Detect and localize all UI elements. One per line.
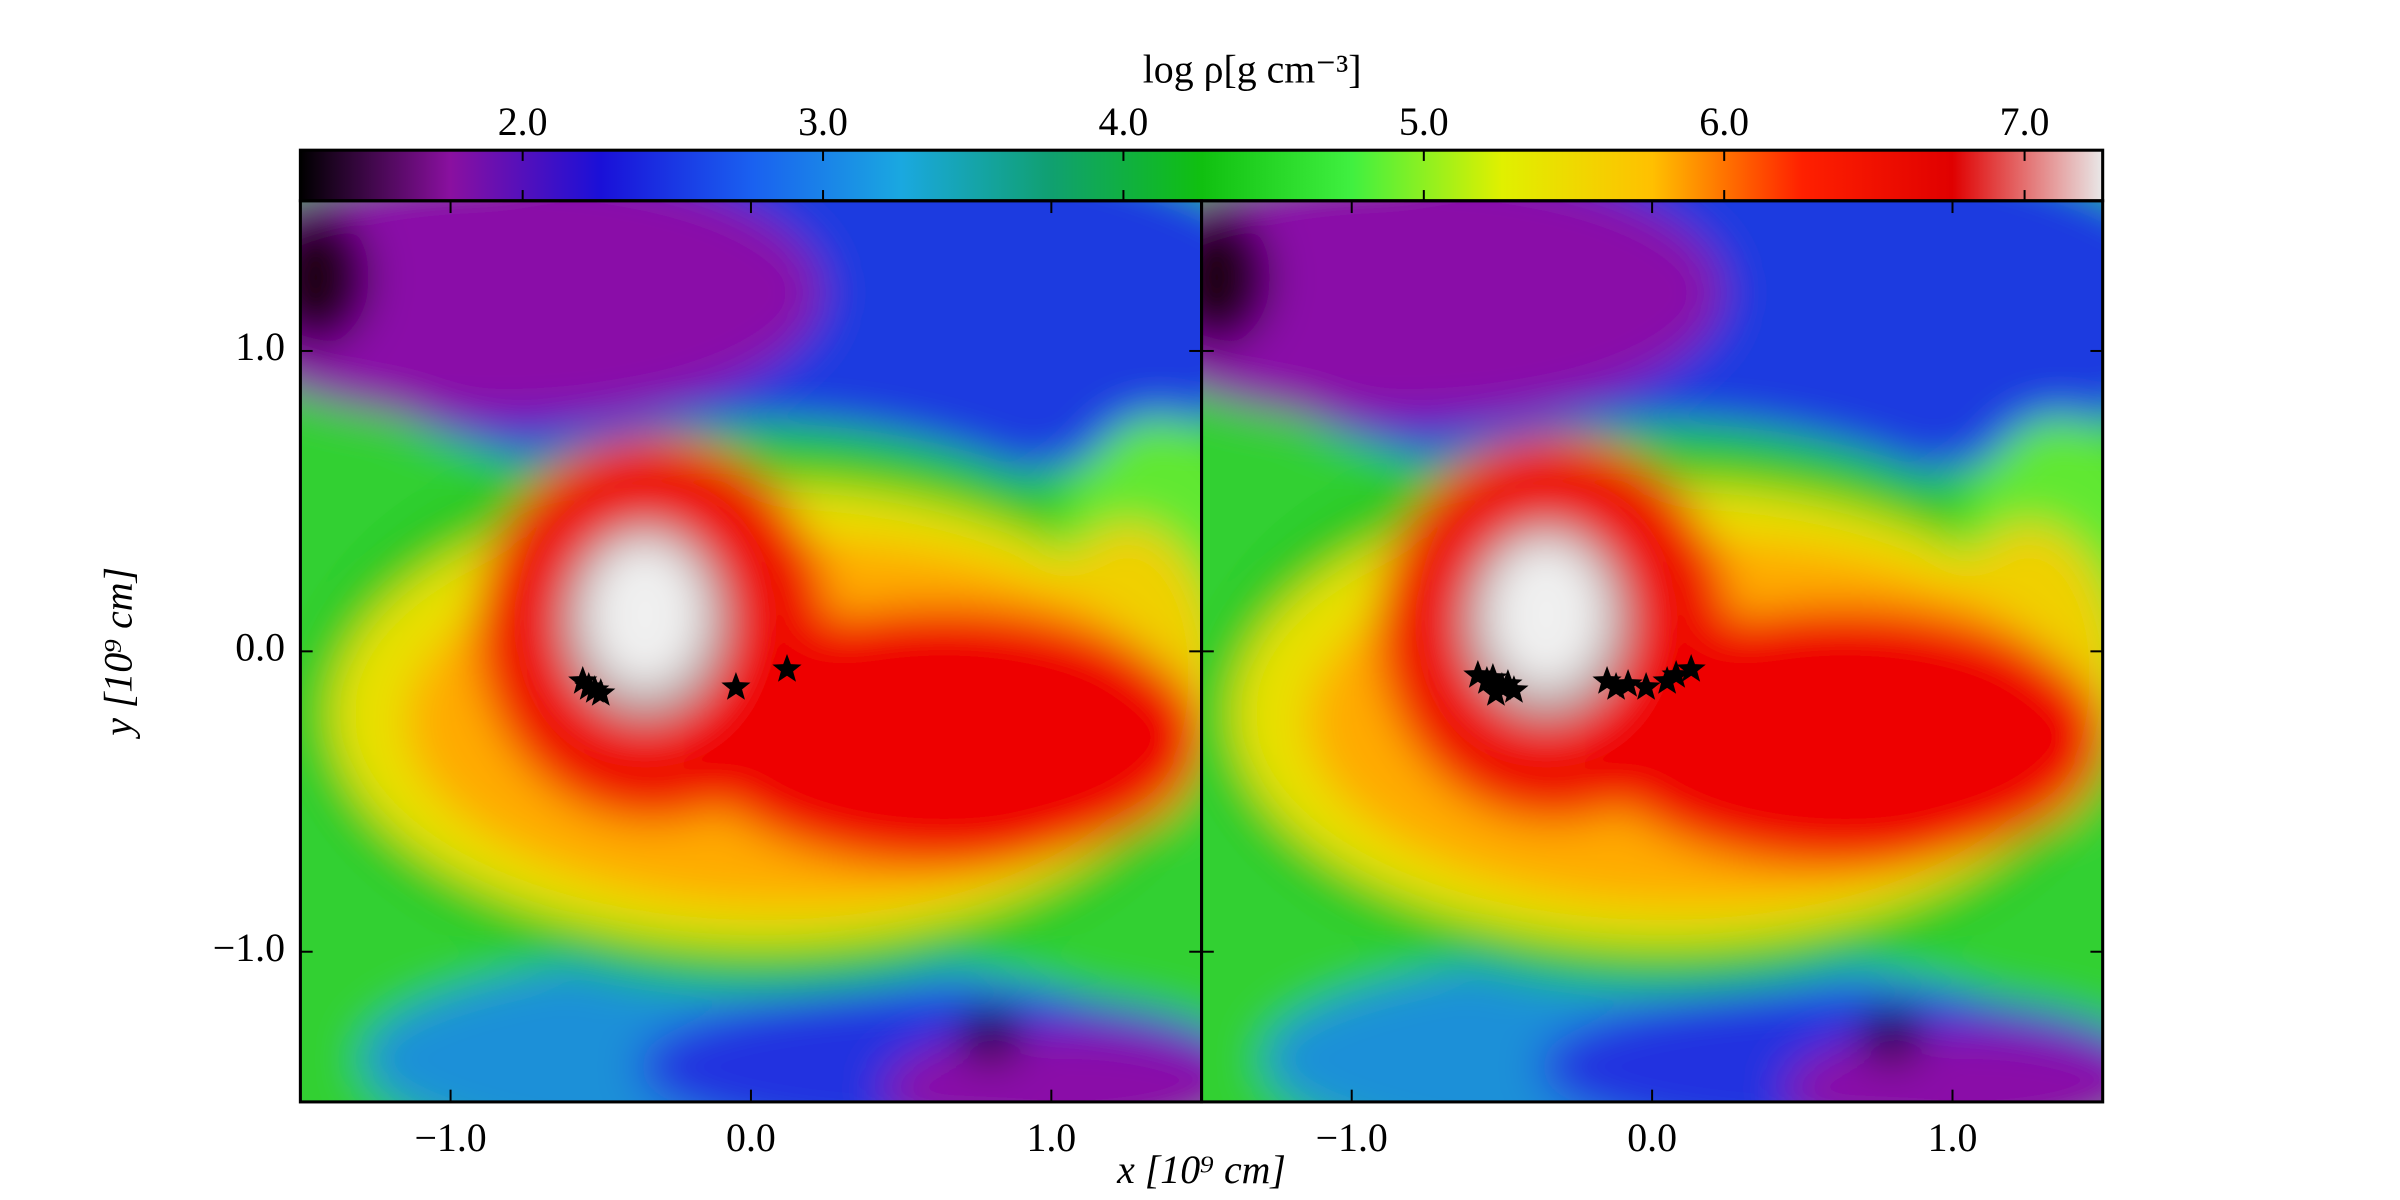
x-tick-label: −1.0 [414,1115,486,1160]
star-marker [1613,669,1643,697]
star-marker [1481,678,1511,706]
star-marker [574,672,604,700]
colorbar-tick-label: 5.0 [1399,99,1449,144]
star-marker [568,666,598,694]
star-marker [1493,669,1523,697]
star-marker [772,654,802,682]
x-tick-label: 0.0 [726,1115,776,1160]
colorbar-tick-label: 3.0 [798,99,848,144]
y-axis-label: y [10⁹ cm] [96,567,141,740]
star-marker [1499,675,1529,703]
colorbar-tick-label: 4.0 [1099,99,1149,144]
y-tick-label: −1.0 [213,925,285,970]
star-marker [1631,672,1661,700]
colorbar [300,150,2103,201]
x-axis-label: x [10⁹ cm] [1116,1147,1286,1192]
x-tick-label: 1.0 [1928,1115,1978,1160]
star-marker [1601,672,1631,700]
colorbar-tick-label: 6.0 [1699,99,1749,144]
star-marker [1661,660,1691,688]
star-marker [1592,666,1622,694]
overlay: −1.0 0.0 1.0 −1.0 0.0 1.0 x [10⁹ cm] y [10⁹ cm]… [96,47,2103,1192]
y-tick-label: 1.0 [235,324,285,369]
x-tick-label: 1.0 [1026,1115,1076,1160]
colorbar-tick-label: 7.0 [2000,99,2050,144]
x-tick-label: −1.0 [1316,1115,1388,1160]
colorbar-tick-label: 2.0 [498,99,548,144]
colorbar-label: log ρ[g cm⁻³] [1143,47,1362,92]
star-marker [721,672,751,700]
density-map-left [300,200,1202,1102]
x-tick-label: 0.0 [1627,1115,1677,1160]
star-marker [1478,663,1508,691]
star-marker [586,678,616,706]
star-marker [1652,666,1682,694]
y-tick-label: 0.0 [235,624,285,669]
density-map-right [1201,200,2103,1102]
star-marker [1676,654,1706,682]
star-marker [1463,660,1493,688]
